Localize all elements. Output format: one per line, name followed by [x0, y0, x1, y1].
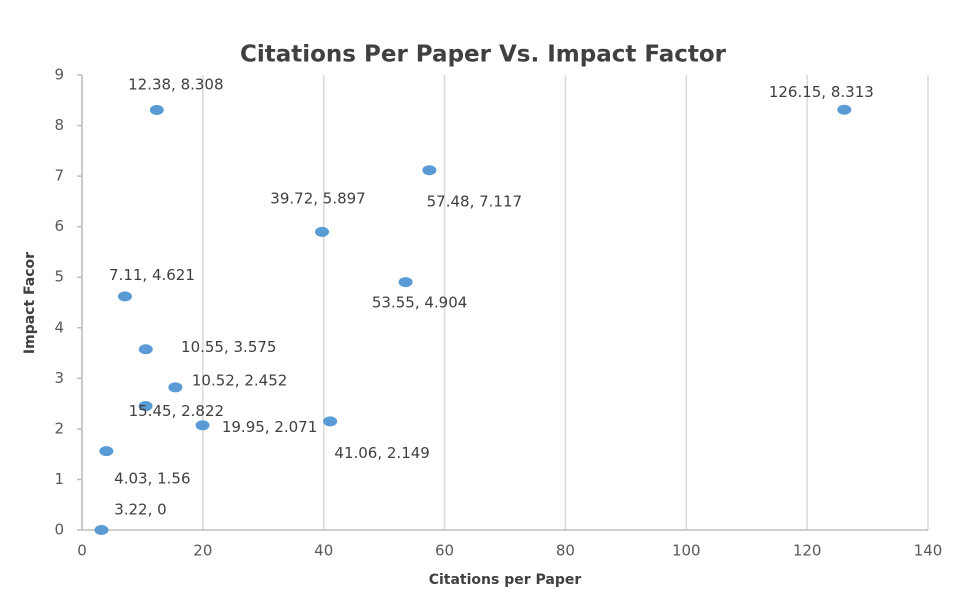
data-label: 126.15, 8.313 — [769, 83, 874, 101]
point — [315, 226, 330, 237]
y-tick-label: 6 — [54, 217, 64, 235]
data-label: 10.52, 2.452 — [192, 372, 287, 390]
chart-title: Citations Per Paper Vs. Impact Factor — [240, 42, 727, 68]
y-tick-label: 9 — [54, 66, 64, 84]
data-label: 7.11, 4.621 — [109, 266, 195, 284]
y-tick-label: 8 — [54, 116, 64, 134]
data-label: 53.55, 4.904 — [372, 294, 467, 312]
point — [422, 165, 437, 176]
y-tick-label: 4 — [54, 318, 64, 336]
data-label: 12.38, 8.308 — [128, 75, 223, 93]
data-label: 15.45, 2.822 — [129, 402, 224, 420]
data-label: 3.22, 0 — [114, 501, 166, 519]
x-tick-label: 140 — [914, 542, 943, 560]
y-tick-label: 5 — [54, 268, 64, 286]
point — [138, 344, 153, 355]
point — [398, 277, 413, 288]
y-tick-label: 1 — [54, 470, 64, 488]
data-label: 19.95, 2.071 — [222, 418, 317, 436]
x-tick-label: 120 — [793, 542, 822, 560]
y-tick-label: 2 — [54, 419, 64, 437]
data-label: 39.72, 5.897 — [270, 189, 365, 207]
x-tick-label: 100 — [672, 542, 701, 560]
x-tick-label: 0 — [77, 542, 87, 560]
x-tick-label: 80 — [556, 542, 575, 560]
point — [323, 416, 338, 427]
point — [168, 382, 183, 393]
point — [149, 104, 164, 115]
y-tick-label: 7 — [54, 167, 64, 185]
y-tick-label: 3 — [54, 369, 64, 387]
point — [195, 420, 210, 431]
x-axis-title: Citations per Paper — [429, 572, 582, 588]
point — [837, 104, 852, 115]
point — [94, 525, 109, 535]
data-label: 4.03, 1.56 — [114, 470, 190, 488]
point — [117, 291, 132, 302]
data-label: 10.55, 3.575 — [181, 338, 276, 356]
y-tick-label: 0 — [54, 521, 64, 539]
point — [99, 446, 114, 457]
y-axis-title: Impact Facor — [22, 252, 38, 354]
data-label: 41.06, 2.149 — [334, 444, 429, 462]
x-tick-label: 40 — [314, 542, 333, 560]
x-tick-label: 60 — [435, 542, 454, 560]
point — [138, 401, 153, 412]
data-label: 57.48, 7.117 — [427, 193, 522, 211]
x-tick-label: 20 — [193, 542, 212, 560]
